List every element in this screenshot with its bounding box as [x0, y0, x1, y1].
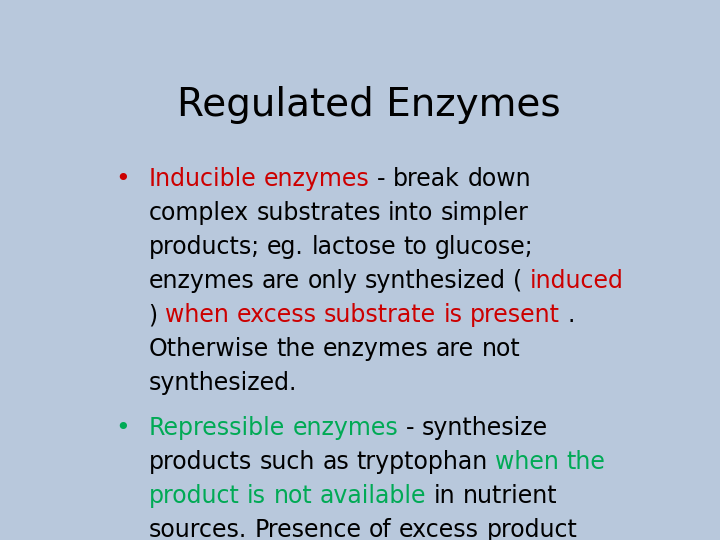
Text: not: not — [482, 337, 521, 361]
Text: synthesized: synthesized — [365, 269, 506, 293]
Text: Inducible: Inducible — [148, 167, 256, 191]
Text: glucose;: glucose; — [435, 235, 534, 259]
Text: lactose: lactose — [312, 235, 396, 259]
Text: products: products — [148, 450, 252, 474]
Text: as: as — [323, 450, 349, 474]
Text: •: • — [115, 167, 130, 191]
Text: break: break — [393, 167, 460, 191]
Text: products;: products; — [148, 235, 260, 259]
Text: down: down — [467, 167, 531, 191]
Text: Presence: Presence — [254, 518, 361, 540]
Text: such: such — [259, 450, 315, 474]
Text: •: • — [115, 416, 130, 440]
Text: eg.: eg. — [267, 235, 304, 259]
Text: when: when — [165, 303, 229, 327]
Text: Otherwise: Otherwise — [148, 337, 269, 361]
Text: is: is — [444, 303, 463, 327]
Text: excess: excess — [237, 303, 317, 327]
Text: into: into — [388, 201, 433, 225]
Text: substrate: substrate — [324, 303, 436, 327]
Text: tryptophan: tryptophan — [356, 450, 487, 474]
Text: to: to — [404, 235, 428, 259]
Text: in: in — [433, 484, 455, 508]
Text: synthesized.: synthesized. — [148, 371, 297, 395]
Text: the: the — [276, 337, 315, 361]
Text: excess: excess — [399, 518, 479, 540]
Text: the: the — [567, 450, 606, 474]
Text: enzymes: enzymes — [292, 416, 398, 440]
Text: are: are — [262, 269, 300, 293]
Text: -: - — [405, 416, 414, 440]
Text: enzymes: enzymes — [323, 337, 428, 361]
Text: synthesize: synthesize — [422, 416, 548, 440]
Text: enzymes: enzymes — [264, 167, 369, 191]
Text: product: product — [148, 484, 240, 508]
Text: not: not — [274, 484, 312, 508]
Text: ): ) — [148, 303, 158, 327]
Text: only: only — [307, 269, 357, 293]
Text: simpler: simpler — [441, 201, 529, 225]
Text: .: . — [567, 303, 575, 327]
Text: Repressible: Repressible — [148, 416, 285, 440]
Text: sources.: sources. — [148, 518, 247, 540]
Text: -: - — [377, 167, 386, 191]
Text: (: ( — [513, 269, 523, 293]
Text: nutrient: nutrient — [463, 484, 557, 508]
Text: substrates: substrates — [256, 201, 381, 225]
Text: are: are — [436, 337, 474, 361]
Text: present: present — [470, 303, 560, 327]
Text: complex: complex — [148, 201, 248, 225]
Text: of: of — [369, 518, 392, 540]
Text: induced: induced — [530, 269, 624, 293]
Text: Regulated Enzymes: Regulated Enzymes — [177, 85, 561, 124]
Text: is: is — [247, 484, 266, 508]
Text: available: available — [320, 484, 426, 508]
Text: product: product — [487, 518, 577, 540]
Text: when: when — [495, 450, 559, 474]
Text: enzymes: enzymes — [148, 269, 254, 293]
